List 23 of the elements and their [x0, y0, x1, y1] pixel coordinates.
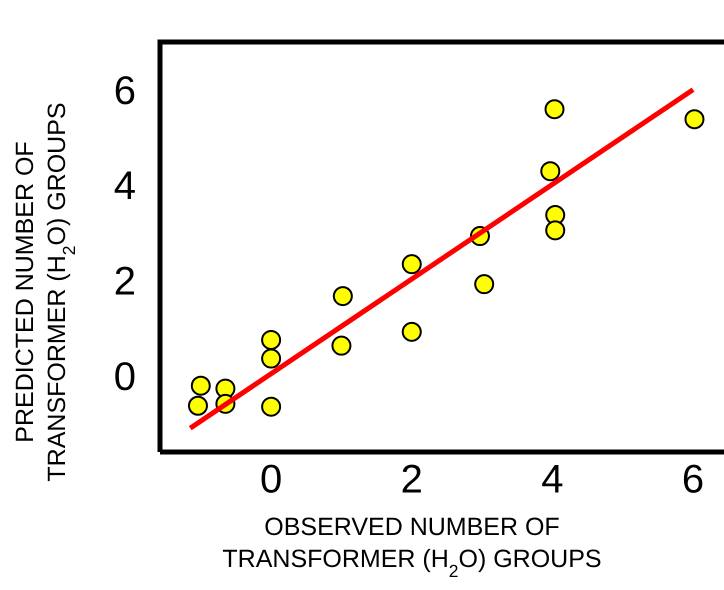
x-tick-label: 6 [682, 457, 704, 502]
point [188, 396, 208, 416]
point [261, 330, 282, 350]
point [474, 274, 494, 294]
x-tick-label: 0 [260, 457, 282, 502]
y-tick-label: 0 [114, 354, 136, 399]
point [261, 348, 282, 369]
point [540, 161, 560, 182]
x-tick-label: 2 [400, 457, 423, 502]
point [332, 286, 353, 306]
y-tick-label: 6 [114, 68, 136, 113]
point [402, 254, 422, 274]
x-axis-title: OBSERVED NUMBER OF TRANSFORMER (H$_{2}$O) GROUPS [222, 513, 602, 581]
point [402, 322, 422, 342]
point [261, 396, 282, 417]
y-tick-label: 2 [114, 260, 136, 304]
point [544, 99, 565, 120]
y-tick-label: 4 [114, 164, 136, 208]
point [331, 336, 352, 356]
point [545, 220, 566, 240]
point [190, 376, 211, 396]
x-tick-label: 4 [541, 457, 564, 502]
point [684, 109, 704, 130]
